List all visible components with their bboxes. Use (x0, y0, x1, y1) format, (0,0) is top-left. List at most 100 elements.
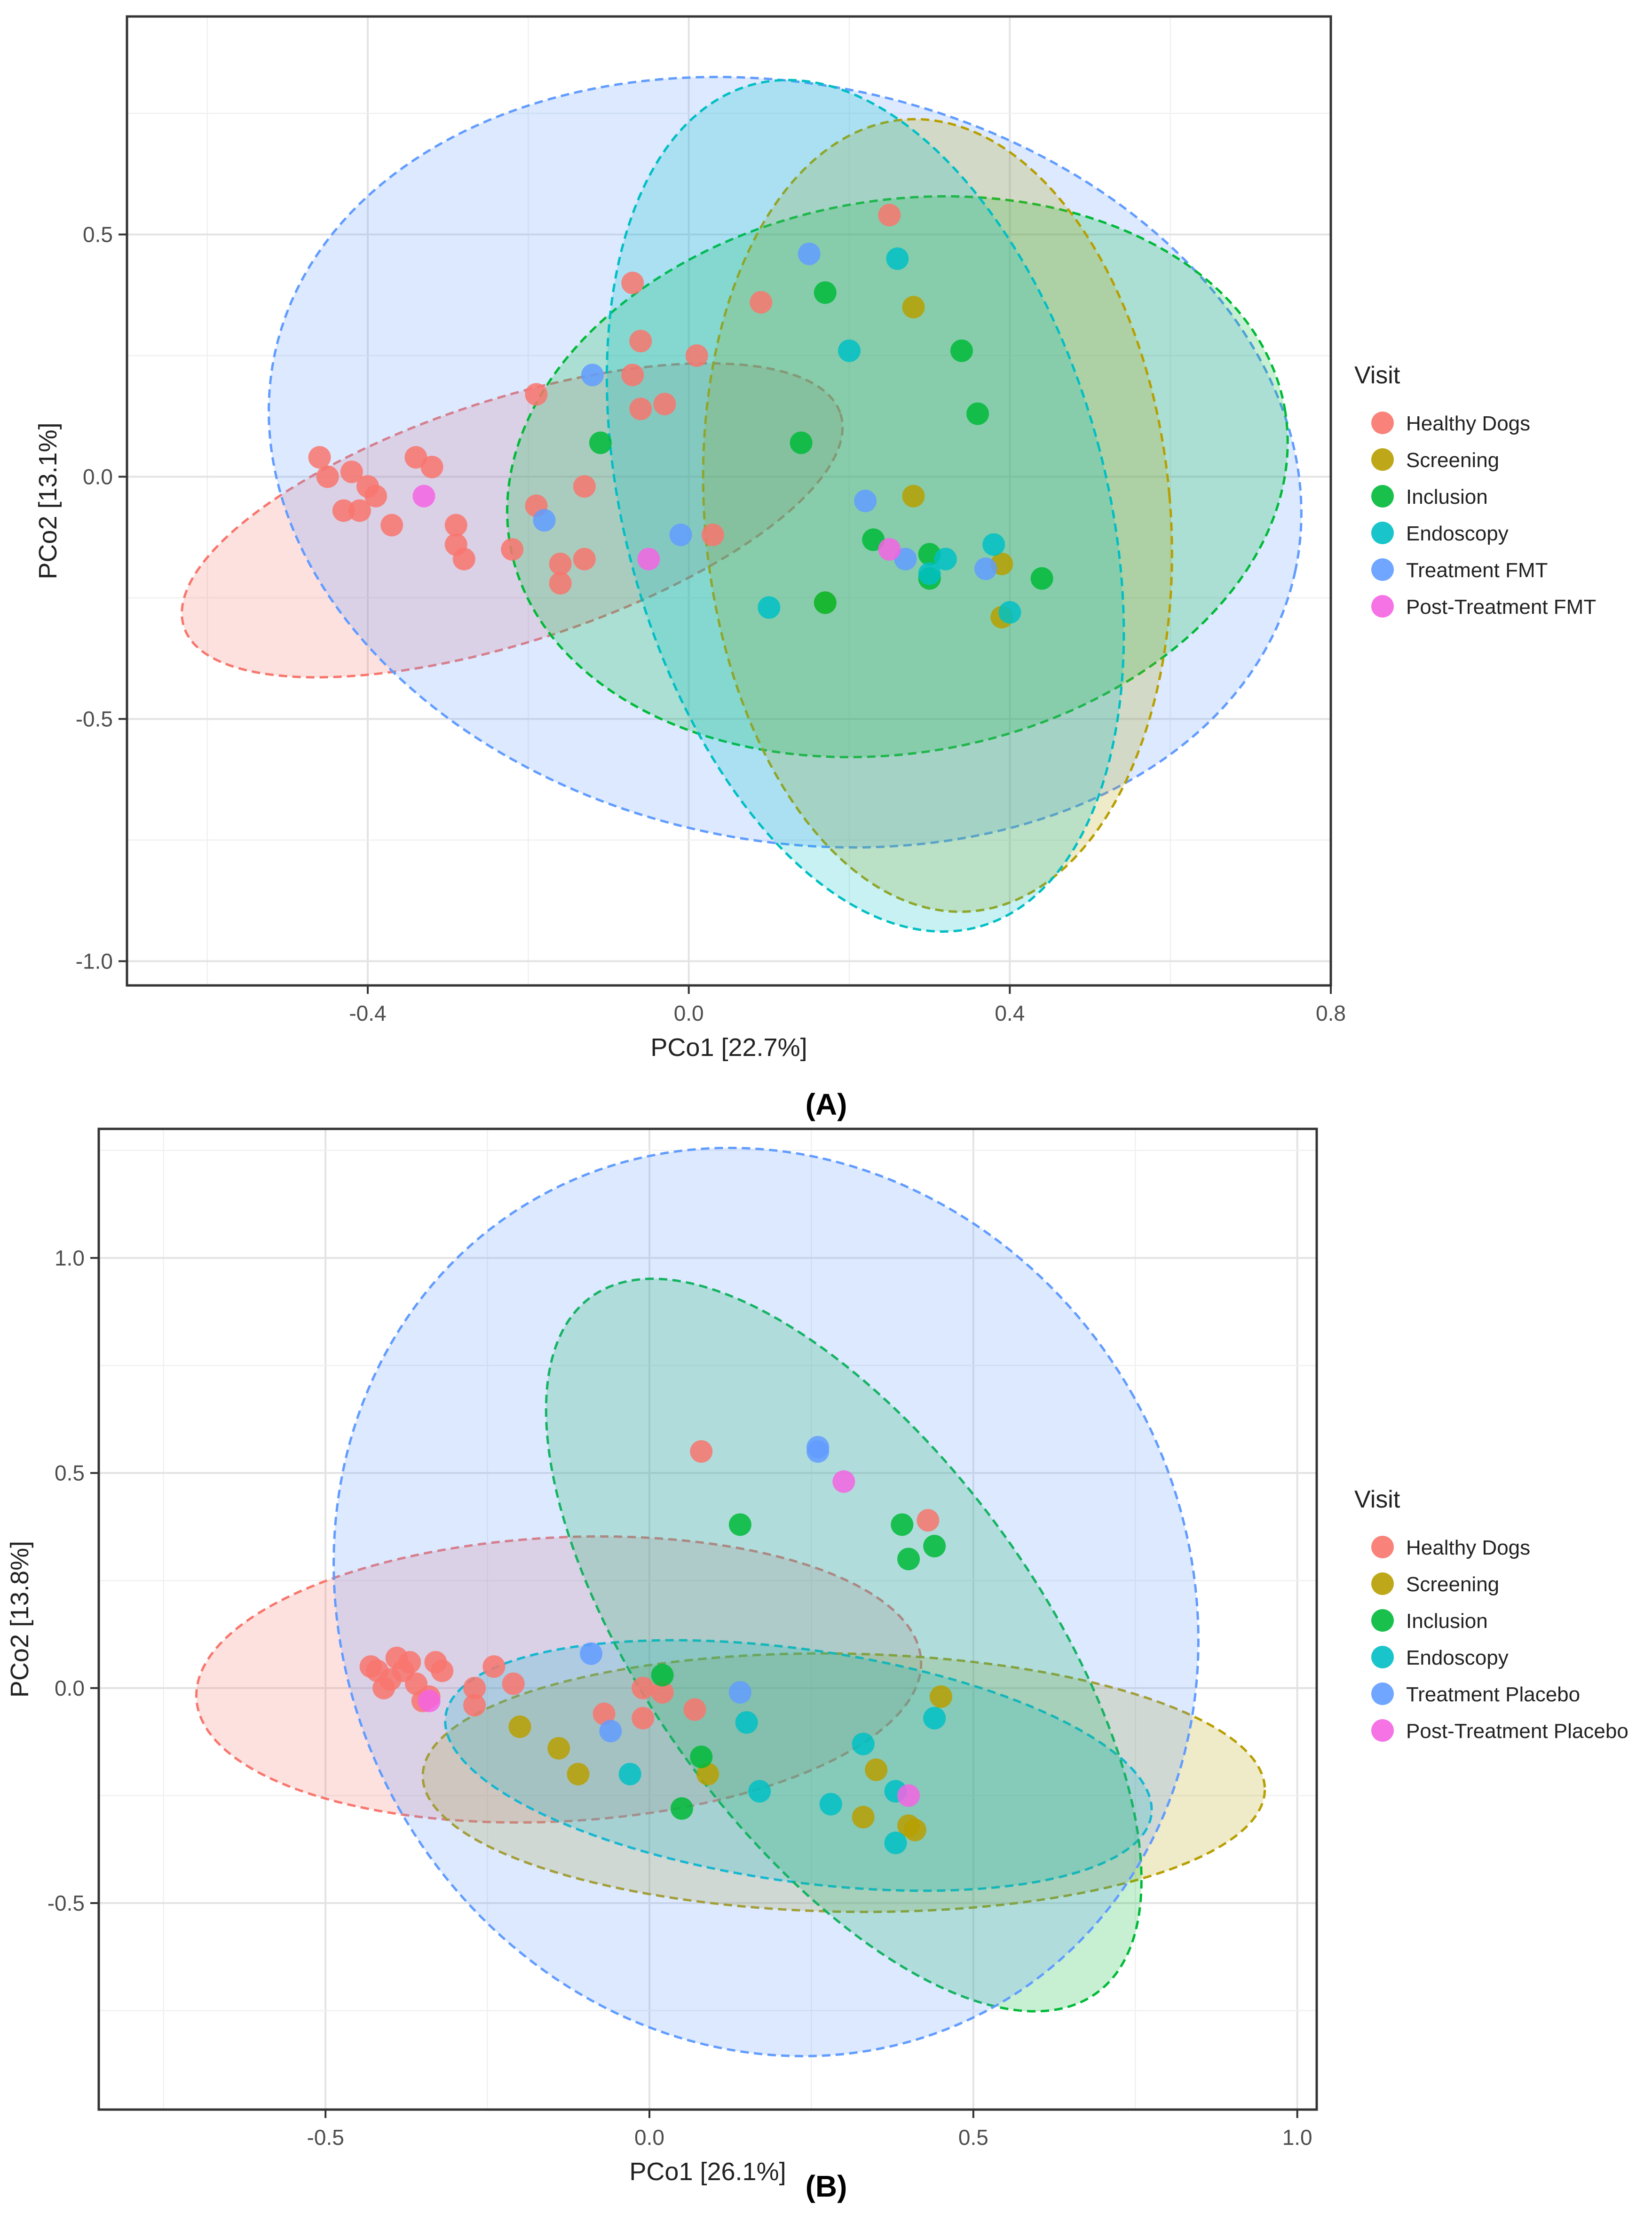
y-tick-label: 0.0 (83, 465, 113, 489)
point-endoscopy (998, 601, 1021, 624)
ellipse-treatment-placebo (332, 1147, 1200, 2057)
point-endoscopy (923, 1706, 946, 1730)
legend-item-healthy-dogs: Healthy Dogs (1371, 1536, 1530, 1559)
point-healthy-dogs (316, 465, 339, 488)
point-inclusion (897, 1547, 920, 1571)
series-healthy-dogs (359, 1440, 940, 1730)
confidence-ellipses (181, 76, 1303, 933)
plot-background (127, 16, 1331, 985)
point-screening (902, 484, 925, 508)
legend-label: Screening (1406, 1573, 1499, 1596)
legend-key (1371, 1682, 1394, 1705)
point-post-treatment-fmt (878, 538, 901, 561)
legend-item-post-treatment-placebo: Post-Treatment Placebo (1371, 1719, 1628, 1743)
point-treatment-placebo (580, 1642, 603, 1665)
legend-key (1371, 1536, 1394, 1558)
x-tick-label: 0.5 (958, 2125, 988, 2150)
point-screening (902, 296, 925, 318)
legend-title: Visit (1354, 1486, 1400, 1513)
point-screening (567, 1762, 590, 1786)
chart-panel-a: -0.4 0.0 0.4 0.8 -1.0 -0.5 0.0 0.5 PCo1 [22.7%] P… (34, 15, 1596, 1121)
plot-background (99, 1129, 1317, 2110)
panel-label: (B) (806, 2169, 847, 2203)
legend-item-inclusion: Inclusion (1371, 1609, 1488, 1633)
point-screening (852, 1806, 875, 1829)
legend-label: Treatment Placebo (1406, 1683, 1580, 1706)
panel-label: (A) (806, 1087, 847, 1121)
point-endoscopy (934, 548, 957, 571)
legend-key (1371, 1646, 1394, 1668)
ellipse-inclusion (506, 195, 1289, 759)
point-endoscopy (982, 533, 1005, 556)
series-inclusion (651, 1513, 946, 1820)
legend-item-healthy-dogs: Healthy Dogs (1371, 412, 1530, 435)
series-endoscopy (618, 1706, 946, 1855)
x-tick-label: 0.0 (674, 1001, 704, 1025)
legend-item-treatment-placebo: Treatment Placebo (1371, 1682, 1580, 1706)
point-inclusion (589, 431, 612, 454)
x-tick-label: -0.5 (307, 2125, 344, 2150)
point-inclusion (728, 1513, 751, 1536)
point-post-treatment-fmt (637, 548, 660, 571)
point-inclusion (1030, 567, 1053, 590)
point-healthy-dogs (917, 1509, 940, 1532)
point-healthy-dogs (398, 1651, 421, 1674)
point-treatment-fmt (798, 242, 821, 265)
legend-item-screening: Screening (1371, 448, 1499, 472)
point-healthy-dogs (701, 524, 724, 547)
legend-label: Inclusion (1406, 485, 1488, 508)
point-healthy-dogs (463, 1676, 486, 1699)
y-tick-label: 0.5 (55, 1461, 85, 1485)
legend-key (1371, 558, 1394, 581)
point-healthy-dogs (629, 397, 652, 421)
data-points (308, 204, 1053, 629)
x-tick-label: -0.4 (349, 1001, 386, 1025)
series-inclusion (589, 281, 1053, 614)
point-endoscopy (852, 1732, 875, 1755)
point-endoscopy (758, 596, 781, 619)
point-endoscopy (618, 1762, 641, 1786)
series-post-treatment-fmt (412, 484, 901, 571)
legend-item-inclusion: Inclusion (1371, 485, 1488, 508)
point-healthy-dogs (593, 1702, 616, 1725)
legend-key (1371, 1719, 1394, 1742)
point-healthy-dogs (549, 552, 572, 575)
point-healthy-dogs (683, 1698, 706, 1721)
point-healthy-dogs (431, 1659, 454, 1682)
point-screening (508, 1715, 531, 1738)
point-inclusion (814, 281, 837, 304)
point-treatment-fmt (581, 364, 604, 387)
point-healthy-dogs (573, 475, 596, 498)
point-healthy-dogs (364, 484, 387, 508)
ellipse-healthy-dogs (181, 362, 844, 679)
legend-label: Screening (1406, 449, 1499, 472)
point-inclusion (690, 1746, 713, 1769)
legend-label: Endoscopy (1406, 1646, 1509, 1669)
point-healthy-dogs (501, 538, 524, 561)
point-inclusion (891, 1513, 914, 1536)
point-inclusion (651, 1664, 674, 1687)
point-healthy-dogs (420, 455, 443, 478)
point-screening (903, 1818, 926, 1841)
series-endoscopy (758, 247, 1021, 624)
series-healthy-dogs (308, 204, 901, 595)
y-tick-label: -0.5 (47, 1891, 85, 1915)
legend-title: Visit (1354, 362, 1400, 389)
ellipse-inclusion (545, 1278, 1143, 2013)
point-healthy-dogs (308, 446, 331, 469)
point-endoscopy (884, 1832, 907, 1855)
y-tick-label: -1.0 (76, 949, 113, 974)
x-tick-label: 1.0 (1282, 2125, 1312, 2150)
point-inclusion (923, 1535, 946, 1558)
point-healthy-dogs (690, 1440, 713, 1463)
legend-item-screening: Screening (1371, 1572, 1499, 1596)
x-tick-label: 0.4 (995, 1001, 1025, 1025)
point-healthy-dogs (878, 204, 901, 227)
series-screening (508, 1685, 952, 1841)
legend-item-post-treatment-fmt: Post-Treatment FMT (1371, 595, 1596, 619)
ellipse-screening (702, 118, 1173, 913)
point-treatment-placebo (806, 1440, 830, 1463)
legend-key (1371, 522, 1394, 544)
point-healthy-dogs (621, 364, 644, 387)
point-post-treatment-placebo (418, 1690, 441, 1713)
